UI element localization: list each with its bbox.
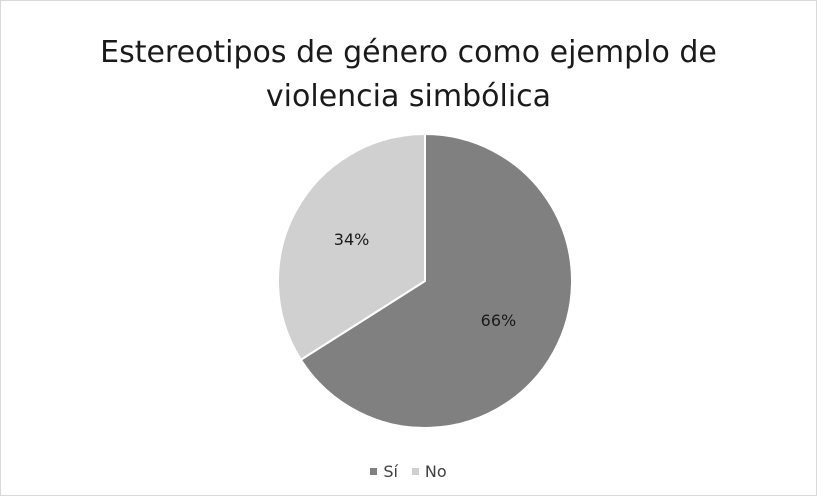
chart-title-line-1: Estereotipos de género como ejemplo de <box>100 35 717 70</box>
legend-label-no: No <box>424 462 447 481</box>
chart-title-line-2: violencia simbólica <box>265 79 552 114</box>
data-label-si: 66% <box>481 311 517 330</box>
legend-swatch-si <box>370 468 378 475</box>
pie-plot: 66% 34% <box>277 132 573 429</box>
legend-swatch-no <box>411 468 419 475</box>
slice-no <box>277 132 426 362</box>
chart-title: Estereotipos de género como ejemplo de v… <box>1 31 816 119</box>
chart-area: Estereotipos de género como ejemplo de v… <box>0 0 817 496</box>
legend-label-si: Sí <box>383 462 398 481</box>
legend-item-si: Sí <box>370 462 398 481</box>
legend-item-no: No <box>411 462 447 481</box>
data-label-no: 34% <box>334 230 370 249</box>
legend: Sí No <box>1 462 816 481</box>
slice-si <box>299 132 573 429</box>
